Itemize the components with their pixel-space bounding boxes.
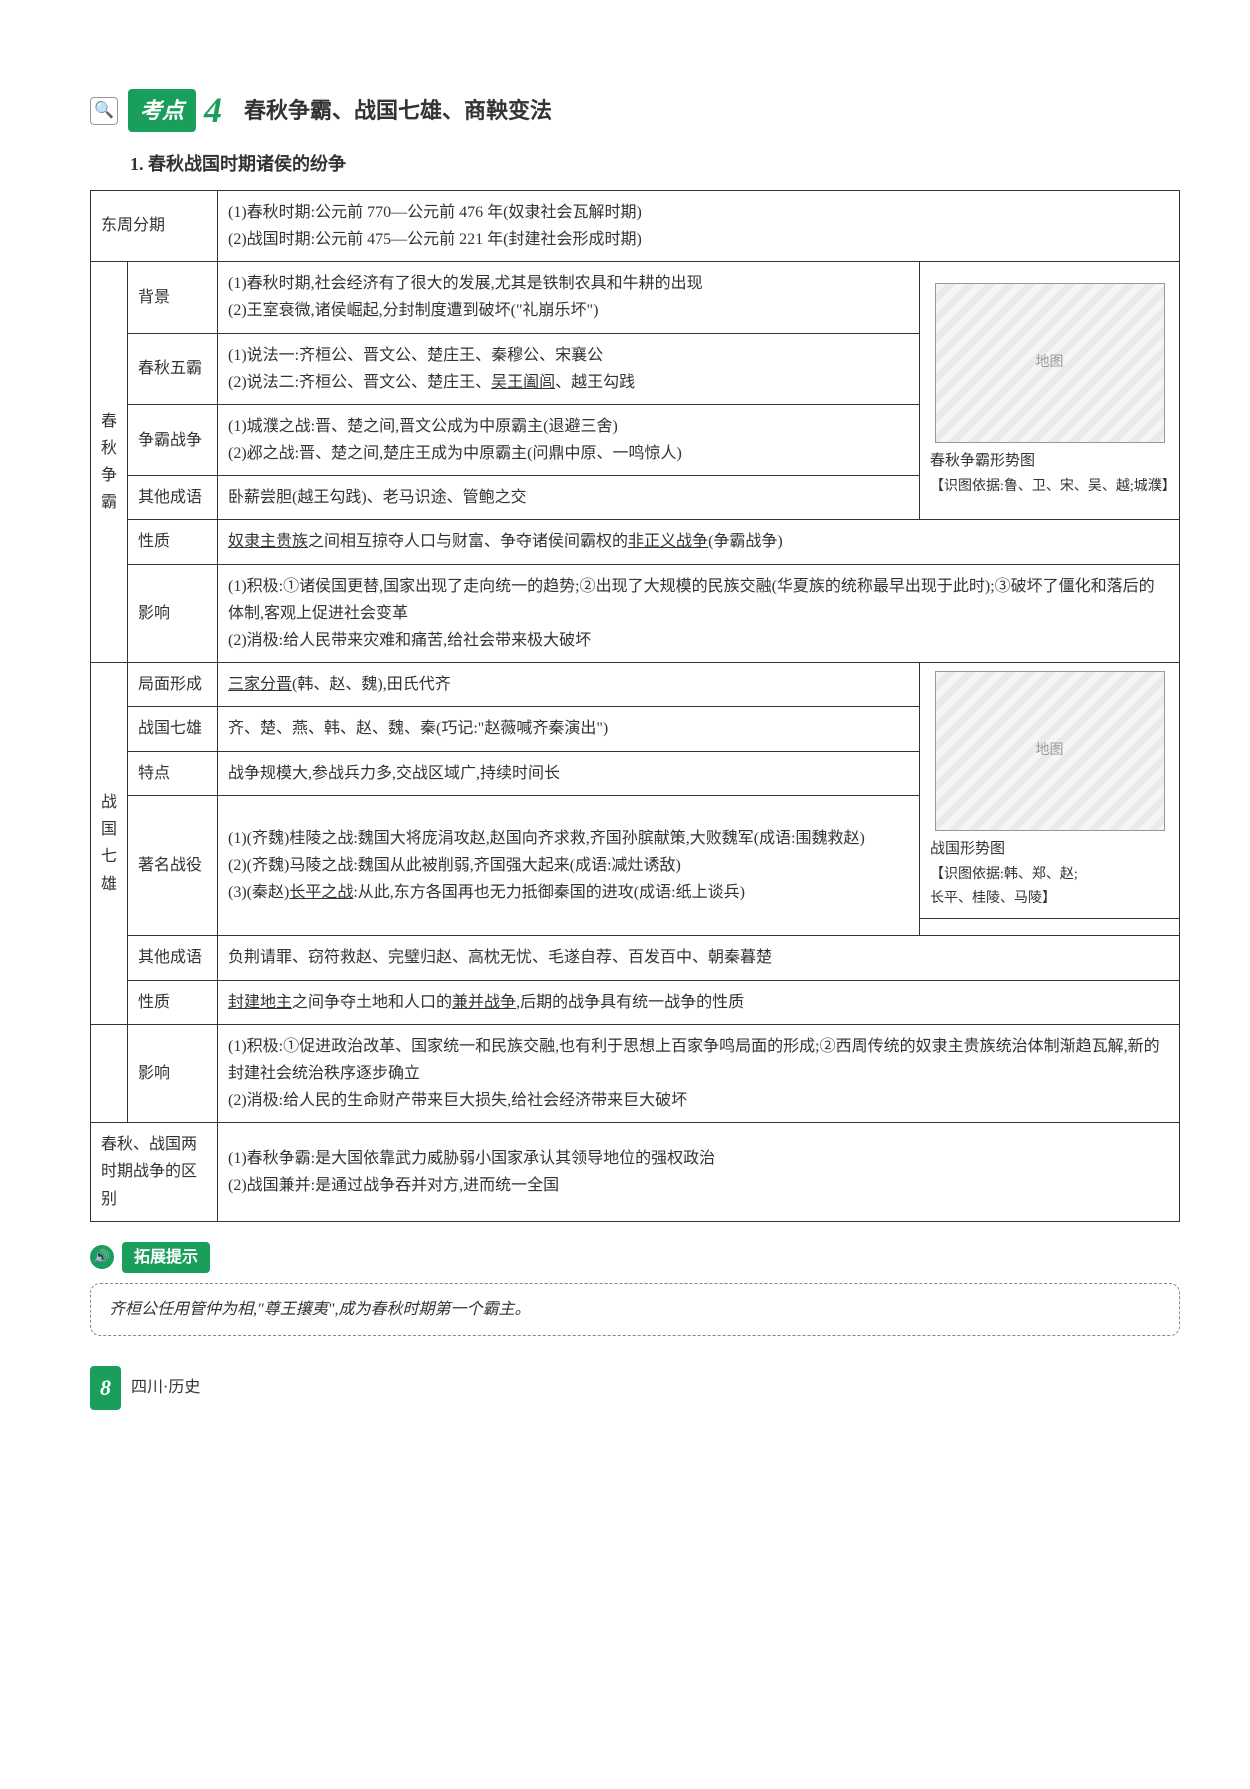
beijing-content: (1)春秋时期,社会经济有了很大的发展,尤其是铁制农具和牛耕的出现 (2)王室衰…	[218, 262, 920, 333]
jumian-label: 局面形成	[128, 663, 218, 707]
qixiong-content: 齐、楚、燕、韩、赵、魏、秦(巧记:"赵薇喊齐秦演出")	[218, 707, 920, 751]
footer-text: 四川·历史	[131, 1374, 200, 1401]
zhanguo-qita-content: 负荆请罪、窃符救赵、完璧归赵、高枕无忧、毛遂自荐、百发百中、朝秦暮楚	[218, 936, 1180, 980]
search-icon: 🔍	[90, 97, 118, 125]
chunqiu-map-caption: 春秋争霸形势图	[930, 449, 1169, 475]
page-number: 8	[90, 1366, 121, 1409]
chunqiu-map-cell: 地图 春秋争霸形势图 【识图依据:鲁、卫、宋、吴、越;城濮】	[920, 262, 1180, 520]
diff-content: (1)春秋争霸:是大国依靠武力威胁弱小国家承认其领导地位的强权政治 (2)战国兼…	[218, 1123, 1180, 1222]
chunqiu-yingxiang-label: 影响	[128, 564, 218, 663]
zhanguo-yingxiang-content: (1)积极:①促进政治改革、国家统一和民族交融,也有利于思想上百家争鸣局面的形成…	[218, 1024, 1180, 1123]
kaodian-title: 春秋争霸、战国七雄、商鞅变法	[244, 92, 552, 129]
chunqiu-qita-label: 其他成语	[128, 476, 218, 520]
chunqiu-map-icon: 地图	[935, 283, 1165, 443]
zhanguo-map-caption: 战国形势图	[930, 837, 1169, 863]
diff-label: 春秋、战国两时期战争的区别	[91, 1123, 218, 1222]
zhanguo-qita-label: 其他成语	[128, 936, 218, 980]
zhengba-content: (1)城濮之战:晋、楚之间,晋文公成为中原霸主(退避三舍) (2)邲之战:晋、楚…	[218, 404, 920, 475]
wuba-label: 春秋五霸	[128, 333, 218, 404]
dongzhou-label: 东周分期	[91, 190, 218, 261]
topic-header: 🔍 考点 4 春秋争霸、战国七雄、商鞅变法	[90, 80, 1180, 141]
tip-banner: 🔊 拓展提示	[90, 1242, 1180, 1273]
tedian-content: 战争规模大,参战兵力多,交战区域广,持续时间长	[218, 751, 920, 795]
zhanguo-map-cell: 地图 战国形势图 【识图依据:韩、郑、赵; 长平、桂陵、马陵】	[920, 663, 1180, 919]
jumian-content: 三家分晋(韩、赵、魏),田氏代齐	[218, 663, 920, 707]
page-footer: 8 四川·历史	[90, 1366, 1180, 1409]
dongzhou-content: (1)春秋时期:公元前 770—公元前 476 年(奴隶社会瓦解时期) (2)战…	[218, 190, 1180, 261]
zhanguo-map-note1: 【识图依据:韩、郑、赵;	[930, 863, 1169, 887]
wuba-content: (1)说法一:齐桓公、晋文公、楚庄王、秦穆公、宋襄公 (2)说法二:齐桓公、晋文…	[218, 333, 920, 404]
zhanguo-map-note2: 长平、桂陵、马陵】	[930, 887, 1169, 911]
tedian-label: 特点	[128, 751, 218, 795]
kaodian-badge: 考点	[128, 89, 196, 132]
chunqiu-qita-content: 卧薪尝胆(越王勾践)、老马识途、管鲍之交	[218, 476, 920, 520]
zhanguo-group-spacer	[91, 1024, 128, 1123]
kaodian-number: 4	[204, 80, 222, 141]
sound-icon: 🔊	[90, 1245, 114, 1269]
beijing-label: 背景	[128, 262, 218, 333]
chunqiu-xingzhi-label: 性质	[128, 520, 218, 564]
tip-badge: 拓展提示	[122, 1242, 210, 1273]
chunqiu-yingxiang-content: (1)积极:①诸侯国更替,国家出现了走向统一的趋势;②出现了大规模的民族交融(华…	[218, 564, 1180, 663]
zhanguo-xingzhi-label: 性质	[128, 980, 218, 1024]
section-subtitle: 1. 春秋战国时期诸侯的纷争	[130, 149, 1180, 180]
zhanguo-yingxiang-label: 影响	[128, 1024, 218, 1123]
chunqiu-map-note: 【识图依据:鲁、卫、宋、吴、越;城濮】	[930, 475, 1169, 499]
zhanguo-group-label: 战国七雄	[91, 663, 128, 1024]
qixiong-label: 战国七雄	[128, 707, 218, 751]
chunqiu-xingzhi-content: 奴隶主贵族之间相互掠夺人口与财富、争夺诸侯间霸权的非正义战争(争霸战争)	[218, 520, 1180, 564]
tip-box: 齐桓公任用管仲为相,"尊王攘夷",成为春秋时期第一个霸主。	[90, 1283, 1180, 1336]
chunqiu-group-label: 春秋争霸	[91, 262, 128, 663]
zhanguo-xingzhi-content: 封建地主之间争夺土地和人口的兼并战争,后期的战争具有统一战争的性质	[218, 980, 1180, 1024]
zhanguo-map-spacer	[920, 919, 1180, 936]
zhanyi-label: 著名战役	[128, 795, 218, 936]
zhanguo-map-icon: 地图	[935, 671, 1165, 831]
zhanyi-content: (1)(齐魏)桂陵之战:魏国大将庞涓攻赵,赵国向齐求救,齐国孙膑献策,大败魏军(…	[218, 795, 920, 936]
zhengba-label: 争霸战争	[128, 404, 218, 475]
content-table: 东周分期 (1)春秋时期:公元前 770—公元前 476 年(奴隶社会瓦解时期)…	[90, 190, 1180, 1222]
